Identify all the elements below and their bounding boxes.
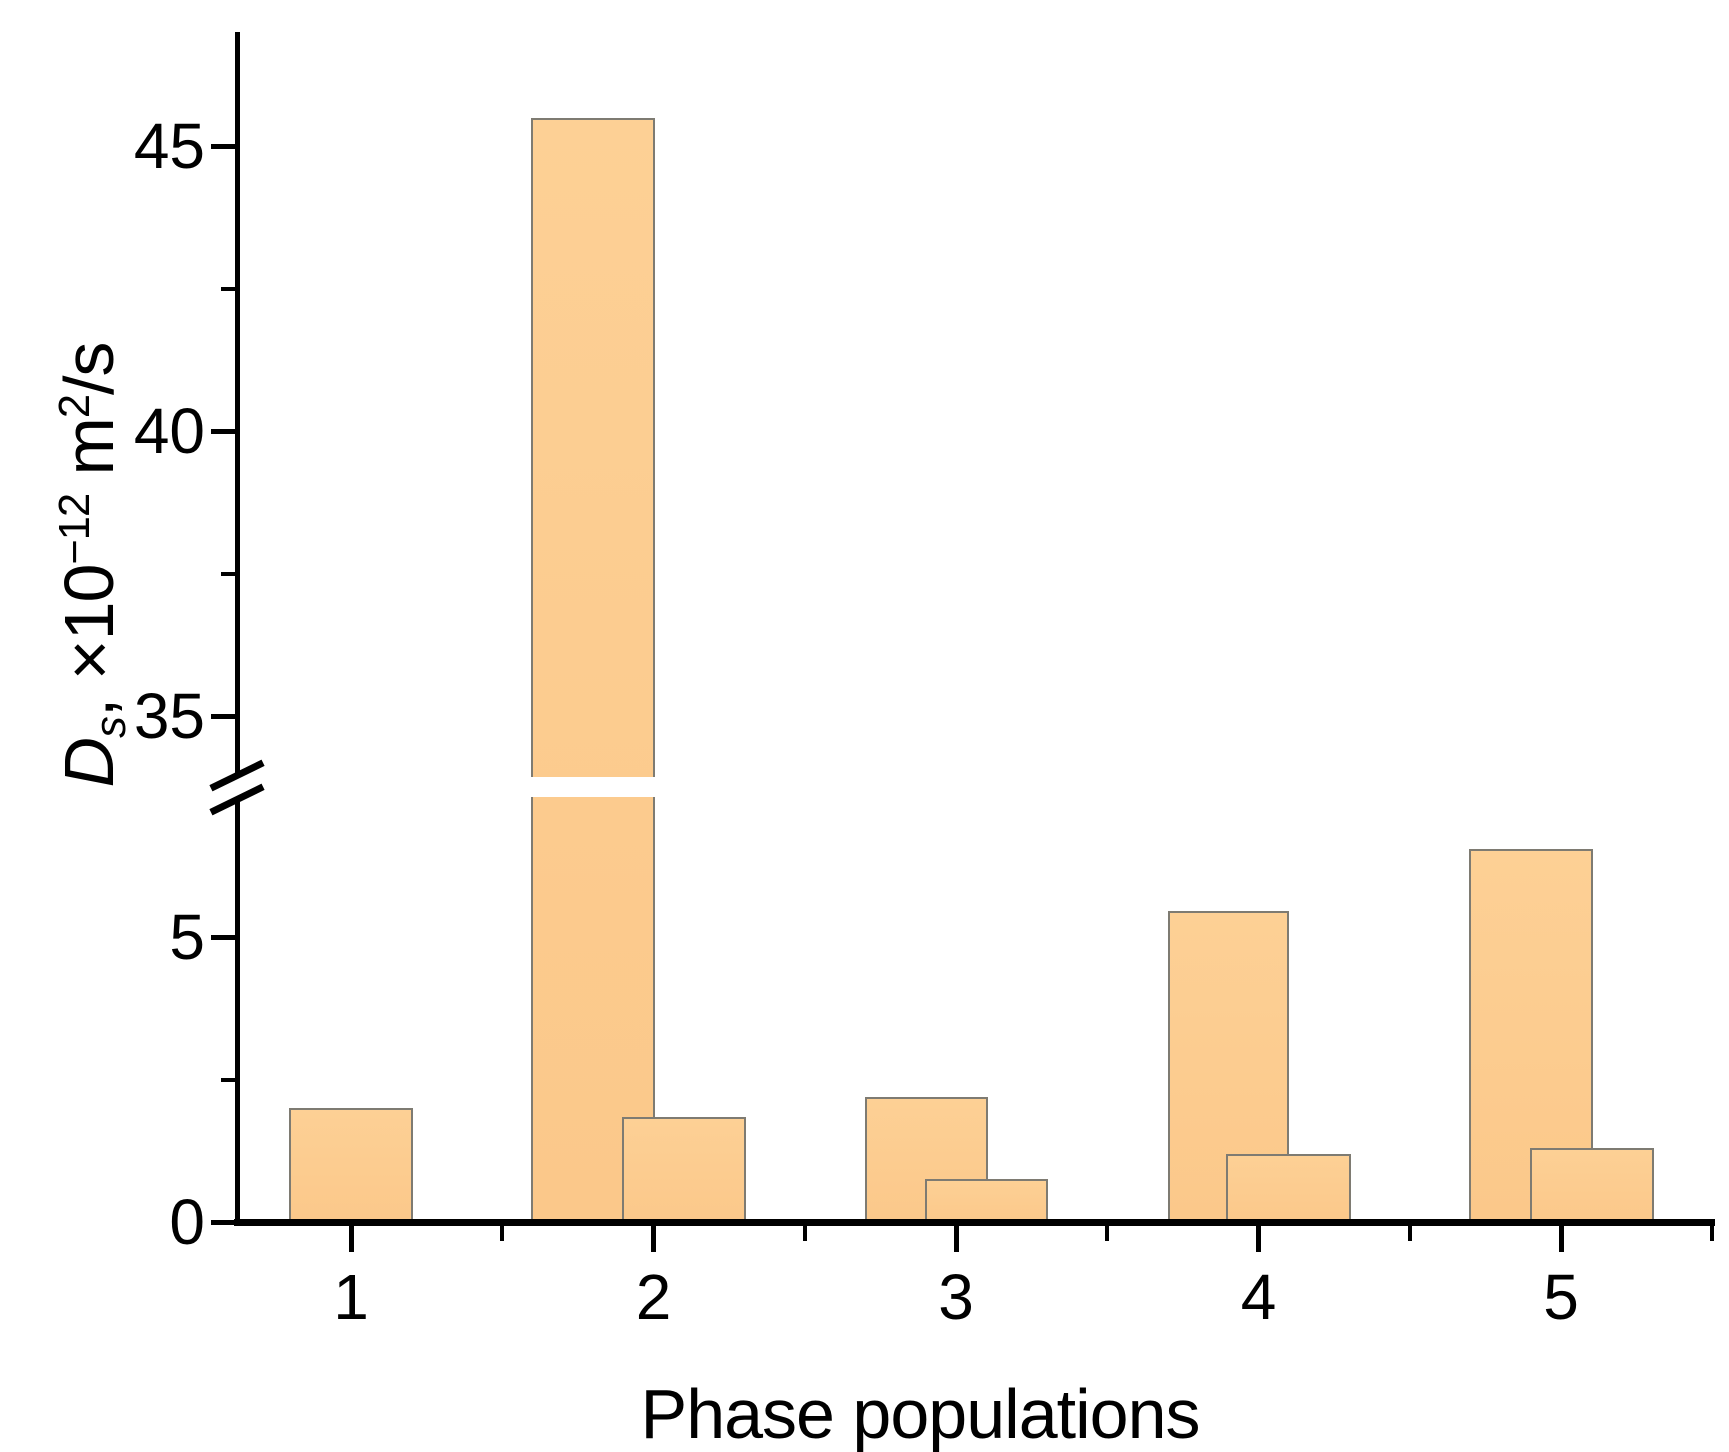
y-axis-line-lower	[234, 799, 240, 1226]
bar-phase1-main	[289, 1108, 413, 1225]
y-title-unit-end: /s	[49, 342, 128, 396]
x-tick-label-3: 3	[938, 1261, 974, 1333]
y-major-tick-40	[210, 428, 235, 434]
y-minor-tick-42.5	[220, 286, 235, 291]
y-minor-tick-37.5	[220, 571, 235, 576]
x-major-tick-3	[953, 1225, 959, 1252]
y-title-symbol: D	[49, 737, 128, 788]
x-tick-label-5: 5	[1543, 1261, 1579, 1333]
x-tick-label-4: 4	[1240, 1261, 1277, 1333]
y-tick-label-35: 35	[133, 680, 205, 752]
bar-phase2-secondary	[622, 1116, 746, 1225]
x-axis-title: Phase populations	[640, 1375, 1201, 1452]
y-tick-label-40: 40	[133, 395, 205, 467]
y-major-tick-5	[210, 934, 235, 940]
y-axis-line-upper	[234, 32, 240, 776]
y-title-unit: m	[49, 418, 128, 494]
y-tick-label-45: 45	[133, 110, 205, 182]
y-minor-tick-2.5	[220, 1077, 235, 1082]
y-title-unit-exponent: 2	[51, 395, 99, 419]
x-minor-tick-1.5	[500, 1225, 505, 1241]
x-minor-tick-3.5	[1105, 1225, 1110, 1241]
x-minor-tick-4.5	[1407, 1225, 1412, 1241]
bar-phase5-secondary	[1530, 1147, 1654, 1225]
x-major-tick-5	[1558, 1225, 1564, 1252]
x-tick-label-2: 2	[635, 1261, 672, 1333]
x-major-tick-4	[1256, 1225, 1261, 1252]
y-title-subscript: s	[87, 717, 135, 738]
x-minor-tick-5.5	[1710, 1225, 1715, 1241]
bar-phase2-main	[531, 117, 655, 1225]
y-title-mid: , ×10	[49, 564, 128, 718]
x-major-tick-2	[651, 1225, 656, 1252]
bar-axis-break-gap	[529, 777, 657, 797]
x-major-tick-1	[348, 1225, 354, 1252]
x-tick-label-1: 1	[333, 1261, 369, 1333]
x-axis-line	[234, 1218, 1715, 1226]
y-major-tick-35	[210, 713, 235, 719]
y-major-tick-45	[210, 143, 235, 149]
y-tick-label-0: 0	[169, 1186, 205, 1258]
y-title-exponent: −12	[51, 493, 99, 565]
x-minor-tick-2.5	[802, 1225, 807, 1241]
y-axis-title: Ds, ×10−12 m2/s	[35, 115, 135, 1015]
bar-phase4-secondary	[1226, 1153, 1351, 1225]
y-tick-label-5: 5	[169, 901, 205, 973]
y-major-tick-0	[210, 1219, 235, 1225]
